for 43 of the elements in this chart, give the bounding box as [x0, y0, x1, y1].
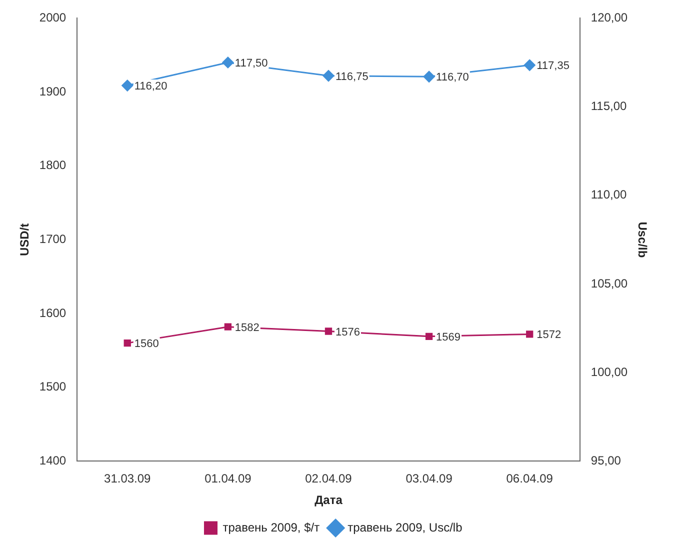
- legend-label: травень 2009, $/т: [222, 520, 320, 534]
- y2-tick-label: 110,00: [590, 188, 628, 202]
- y-tick-label: 1400: [39, 454, 66, 468]
- y-tick-label: 1700: [39, 232, 66, 246]
- y-tick-label: 1800: [39, 158, 66, 172]
- data-label: 117,50: [234, 58, 268, 70]
- y-tick-label: 1500: [39, 380, 66, 394]
- y2-tick-label: 115,00: [590, 99, 628, 114]
- y2-tick-label: 95,00: [590, 454, 622, 468]
- data-label: 1569: [436, 331, 461, 344]
- point: [322, 70, 334, 82]
- data-label: 116,75: [335, 70, 368, 83]
- y-tick-label: 2000: [39, 10, 66, 25]
- point: [324, 328, 332, 335]
- data-label: 116,70: [436, 72, 469, 84]
- legend-label: травень 2009, Usc/lb: [348, 520, 463, 534]
- data-label: 116,20: [134, 80, 168, 93]
- x-tick-label: 01.04.09: [204, 472, 252, 486]
- y2-tick-label: 100,00: [590, 364, 628, 379]
- data-label: 1582: [234, 322, 260, 334]
- point: [124, 339, 131, 347]
- point: [224, 323, 232, 330]
- point: [425, 332, 433, 340]
- y2-tick-label: 105,00: [590, 276, 628, 290]
- data-label: 1572: [536, 329, 562, 342]
- point: [122, 80, 134, 92]
- data-label: 1576: [335, 326, 360, 338]
- data-label: 117,35: [536, 60, 570, 72]
- x-tick-label: 03.04.09: [406, 472, 453, 486]
- point: [423, 70, 435, 82]
- point: [222, 56, 234, 68]
- y-tick-label: 1600: [39, 306, 66, 320]
- x-axis-title: Дата: [314, 493, 343, 508]
- y2-axis-title: Usc/lb: [635, 222, 650, 258]
- x-tick-label: 31.03.09: [104, 472, 152, 486]
- y-tick-label: 1900: [39, 84, 66, 98]
- data-label: 1560: [134, 338, 159, 350]
- x-tick-label: 06.04.09: [506, 472, 554, 486]
- y-axis-title: USD/t: [18, 223, 32, 256]
- point: [526, 330, 534, 338]
- point: [524, 59, 536, 71]
- y2-tick-label: 120,00: [590, 10, 628, 25]
- x-tick-label: 02.04.09: [305, 472, 352, 486]
